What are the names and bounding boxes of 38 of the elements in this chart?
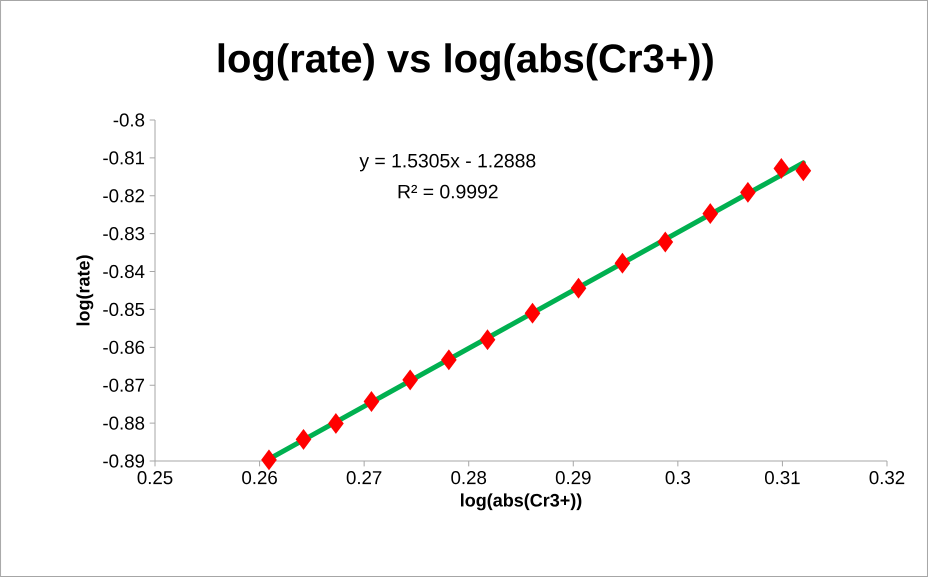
y-tick-label: -0.84 [103,264,144,278]
point [570,278,586,298]
y-tick-label: -0.88 [103,416,144,430]
point [774,158,790,179]
point [328,413,344,434]
point [441,350,457,370]
y-tick-label: -0.85 [103,302,144,316]
x-tick-label: 0.26 [242,471,277,484]
point [296,429,312,450]
y-tick-label: -0.86 [103,340,144,354]
point [402,370,418,390]
x-tick-label: 0.3 [666,471,690,484]
x-axis-title: log(abs(Cr3+)) [460,493,582,510]
x-tick-label: 0.25 [138,471,172,484]
point [658,232,674,252]
y-axis-title: log(rate) [76,255,94,326]
chart-title: log(rate) vs log(abs(Cr3+)) [218,43,713,81]
point [796,160,812,182]
annotation: R² = 0.9992 [398,184,498,198]
point [740,182,756,203]
point [702,203,718,224]
y-tick-label: -0.83 [103,227,144,240]
point [261,450,277,470]
y-tick-label: -0.8 [114,113,144,127]
point [524,302,540,324]
x-tick-label: 0.32 [870,471,904,484]
x-tick-label: 0.31 [764,471,800,484]
x-tick-label: 0.27 [346,471,382,484]
y-tick-label: -0.89 [103,454,144,468]
y-tick-label: -0.82 [103,189,144,202]
annotation: y = 1.5305x - 1.2888 [359,154,536,172]
y-tick-label: -0.87 [103,378,144,392]
y-tick-label: -0.81 [103,151,144,164]
point [614,252,630,274]
x-tick-label: 0.28 [451,471,486,484]
point [480,329,496,350]
x-tick-label: 0.29 [556,471,591,484]
point [364,391,380,412]
